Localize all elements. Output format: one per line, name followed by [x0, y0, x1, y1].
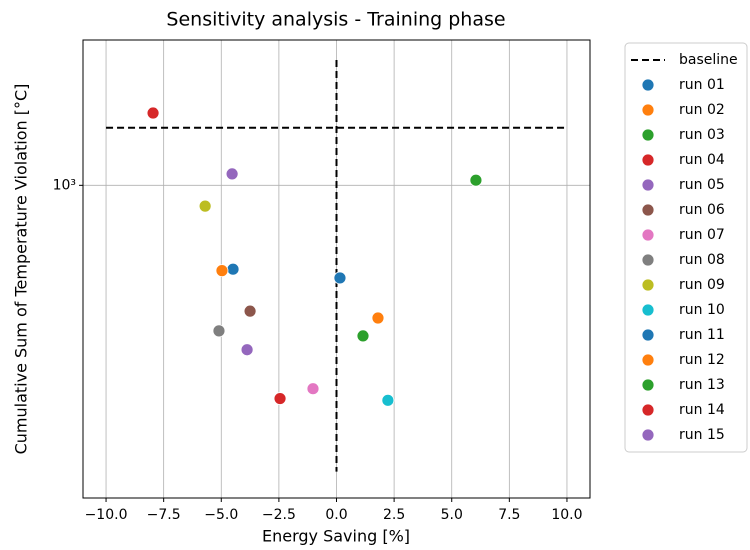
legend-label: run 03	[679, 127, 725, 143]
legend-swatch	[641, 378, 655, 392]
legend-swatch	[641, 403, 655, 417]
point	[333, 271, 347, 285]
legend-swatch	[641, 228, 655, 242]
point	[356, 329, 370, 343]
legend-label: run 12	[679, 352, 725, 368]
point	[146, 106, 160, 120]
legend-label: baseline	[679, 52, 738, 68]
legend-label: run 13	[679, 377, 725, 393]
x-tick-label: 2.5	[383, 507, 405, 523]
legend-swatch	[641, 428, 655, 442]
x-tick-label: 5.0	[441, 507, 463, 523]
x-tick-label: 7.5	[498, 507, 520, 523]
point	[215, 264, 229, 278]
chart-title: Sensitivity analysis - Training phase	[166, 9, 505, 31]
legend-swatch	[641, 353, 655, 367]
point	[273, 392, 287, 405]
x-tick-label: −5.0	[204, 507, 238, 523]
point	[243, 304, 257, 318]
legend-box	[624, 42, 748, 453]
legend-label: run 01	[679, 77, 725, 93]
legend-swatch	[641, 278, 655, 292]
legend-swatch	[641, 303, 655, 317]
x-tick-label: −7.5	[147, 507, 181, 523]
x-tick-label: −10.0	[85, 507, 128, 523]
y-axis-label: Cumulative Sum of Temperature Violation …	[12, 84, 31, 455]
legend-swatch	[641, 253, 655, 267]
point	[240, 343, 254, 357]
x-tick-label: −2.5	[262, 507, 296, 523]
legend-swatch	[641, 178, 655, 192]
legend-label: run 08	[679, 252, 725, 268]
legend-label: run 10	[679, 302, 725, 318]
point	[469, 173, 483, 187]
legend-label: run 11	[679, 327, 725, 343]
legend-swatch	[641, 328, 655, 342]
legend-label: run 14	[679, 402, 725, 418]
legend-swatch	[641, 103, 655, 117]
point	[226, 262, 240, 276]
x-tick-label: 0.0	[325, 507, 347, 523]
point	[381, 393, 395, 407]
legend-swatch	[641, 203, 655, 217]
legend-label: run 04	[679, 152, 725, 168]
point	[212, 324, 226, 338]
legend-label: run 06	[679, 202, 725, 218]
point	[225, 167, 239, 181]
x-axis-label: Energy Saving [%]	[262, 527, 410, 546]
plot-frame	[82, 39, 591, 499]
legend-swatch	[641, 128, 655, 142]
legend-label: run 09	[679, 277, 725, 293]
legend-swatch	[641, 153, 655, 167]
legend-label: run 15	[679, 427, 725, 443]
point	[371, 311, 385, 325]
y-tick-label: 10³	[53, 177, 76, 193]
baseline-line	[106, 60, 567, 472]
legend-label: run 07	[679, 227, 725, 243]
point	[198, 199, 212, 213]
legend-label: run 02	[679, 102, 725, 118]
legend-label: run 05	[679, 177, 725, 193]
legend-swatch	[641, 78, 655, 92]
point	[306, 382, 320, 396]
x-tick-label: 10.0	[551, 507, 582, 523]
